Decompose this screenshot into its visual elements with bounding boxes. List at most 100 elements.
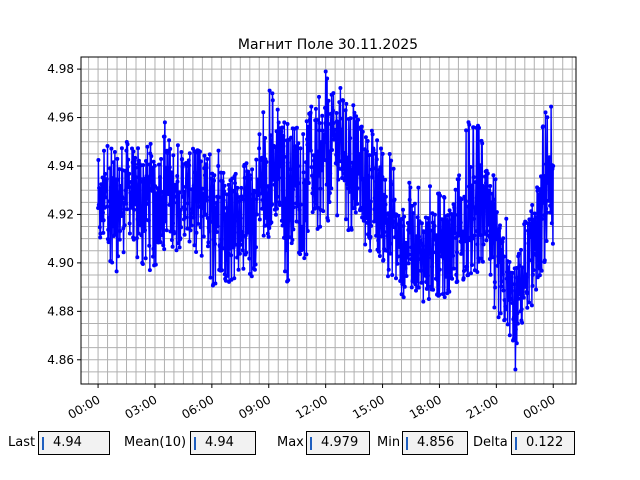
data-point xyxy=(233,171,238,176)
data-point xyxy=(512,315,516,320)
data-point xyxy=(318,224,323,229)
data-point xyxy=(145,201,150,206)
data-point xyxy=(319,168,324,173)
data-point xyxy=(149,154,154,159)
data-point xyxy=(334,152,339,157)
data-point xyxy=(450,214,455,219)
data-point xyxy=(496,254,501,259)
data-point xyxy=(188,228,193,233)
data-point xyxy=(164,168,169,173)
data-point xyxy=(128,202,133,207)
data-point xyxy=(213,242,217,246)
data-point xyxy=(289,241,294,246)
data-point xyxy=(380,206,384,211)
data-point xyxy=(408,230,412,235)
data-point xyxy=(292,183,297,188)
data-point xyxy=(179,150,184,154)
data-point xyxy=(421,299,426,304)
data-point xyxy=(403,266,408,271)
data-point xyxy=(539,268,544,273)
chart-title: Магнит Поле 30.11.2025 xyxy=(238,37,418,53)
data-point xyxy=(138,176,143,181)
data-point xyxy=(395,231,400,236)
data-point xyxy=(96,206,101,210)
data-point xyxy=(165,189,170,193)
data-point xyxy=(507,260,512,264)
data-point xyxy=(425,221,430,226)
data-point xyxy=(493,177,498,182)
data-point xyxy=(167,138,172,143)
data-point xyxy=(356,171,361,176)
data-point xyxy=(174,248,179,253)
data-point xyxy=(268,133,273,138)
data-point xyxy=(115,177,120,182)
data-point xyxy=(150,188,155,193)
data-point xyxy=(411,211,416,216)
data-point xyxy=(323,105,327,110)
data-point xyxy=(106,215,111,220)
data-point xyxy=(100,175,105,180)
data-point xyxy=(440,292,445,296)
data-point xyxy=(174,194,179,199)
data-point xyxy=(261,233,266,238)
data-point xyxy=(160,202,165,207)
data-point xyxy=(520,265,525,270)
data-point xyxy=(518,282,523,287)
data-point xyxy=(307,117,312,122)
data-point xyxy=(182,207,187,212)
data-point xyxy=(143,228,147,233)
data-point xyxy=(247,173,252,178)
data-point xyxy=(101,218,106,223)
data-point xyxy=(248,176,253,181)
data-point xyxy=(305,229,310,233)
data-point xyxy=(205,157,210,161)
data-point xyxy=(303,188,308,193)
data-point xyxy=(354,137,359,142)
data-point xyxy=(283,196,288,201)
data-point xyxy=(545,115,550,120)
data-point xyxy=(526,228,530,233)
data-point xyxy=(256,193,261,198)
data-point xyxy=(540,216,544,221)
data-point xyxy=(355,201,360,206)
data-point xyxy=(475,242,480,247)
data-point xyxy=(133,155,138,160)
data-point xyxy=(201,192,206,197)
data-point xyxy=(345,155,350,160)
data-point xyxy=(530,272,535,277)
data-point xyxy=(332,127,337,132)
data-point xyxy=(235,255,240,260)
data-point xyxy=(502,317,507,322)
data-point xyxy=(546,198,551,203)
data-point xyxy=(474,180,479,185)
data-point xyxy=(319,147,324,152)
data-point xyxy=(435,278,440,283)
data-point xyxy=(227,187,232,192)
data-point xyxy=(492,305,497,310)
data-point xyxy=(345,167,350,172)
data-point xyxy=(270,91,275,96)
data-point xyxy=(111,160,116,165)
data-point xyxy=(491,173,496,178)
data-point xyxy=(387,152,392,156)
data-point xyxy=(374,157,379,162)
data-point xyxy=(133,202,138,207)
data-point xyxy=(450,276,455,281)
data-point xyxy=(324,158,329,163)
data-point xyxy=(377,254,382,258)
data-point xyxy=(431,287,436,292)
data-point xyxy=(326,218,331,223)
data-point xyxy=(130,146,134,151)
data-point xyxy=(224,206,229,210)
data-point xyxy=(351,191,356,196)
magnetic-field-chart: Магнит Поле 30.11.2025 4.86 4.88 4.90 4.92 4… xyxy=(47,37,577,422)
data-point xyxy=(129,180,133,184)
data-point xyxy=(350,160,355,165)
data-point xyxy=(542,258,547,263)
data-point xyxy=(514,266,519,270)
data-point xyxy=(485,229,490,234)
data-point xyxy=(293,151,298,156)
x-tick-label: 00:00 xyxy=(66,392,103,421)
data-point xyxy=(207,152,212,157)
data-point xyxy=(432,212,437,217)
